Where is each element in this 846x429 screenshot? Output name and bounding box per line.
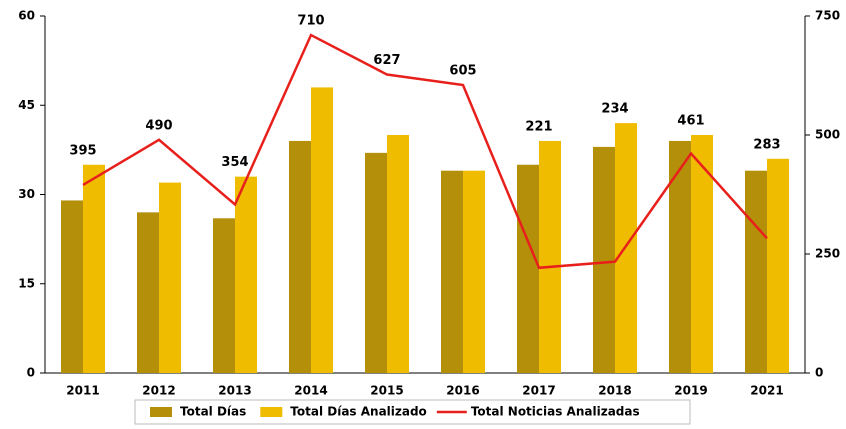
legend-label: Total Días [180, 405, 246, 419]
x-tick-label: 2015 [370, 384, 403, 398]
data-label: 395 [69, 143, 96, 158]
bar [83, 164, 105, 373]
bar [593, 146, 615, 373]
data-label: 461 [677, 114, 704, 129]
y-tick-label: 45 [18, 98, 35, 112]
x-tick-label: 2014 [294, 384, 327, 398]
y-tick-label: 15 [18, 276, 35, 290]
y2-tick-label: 0 [815, 366, 823, 380]
x-tick-label: 2017 [522, 384, 555, 398]
line [82, 33, 768, 270]
data-label: 627 [373, 53, 400, 68]
y-tick-label: 0 [27, 366, 35, 380]
bar [669, 140, 691, 373]
legend-box [134, 399, 691, 425]
data-label: 234 [601, 102, 628, 117]
y2-tick-label: 500 [815, 128, 840, 142]
data-label: 710 [297, 14, 324, 29]
bar [137, 212, 159, 373]
x-tick-label: 2011 [66, 384, 99, 398]
bar [365, 152, 387, 373]
bar [235, 176, 257, 373]
bar [745, 170, 767, 373]
x-tick-label: 2016 [446, 384, 479, 398]
data-label: 354 [221, 155, 248, 170]
x-tick-label: 2019 [674, 384, 707, 398]
x-tick-label: 2013 [218, 384, 251, 398]
y2-tick-label: 250 [815, 247, 840, 261]
x-tick-label: 2012 [142, 384, 175, 398]
data-label: 221 [525, 119, 552, 134]
y2-tick-label: 750 [815, 9, 840, 23]
bar [159, 182, 181, 373]
bar [441, 170, 463, 373]
y-tick-label: 30 [18, 187, 35, 201]
bar [289, 140, 311, 373]
bar [539, 140, 561, 373]
bar [463, 170, 485, 373]
data-label: 490 [145, 118, 172, 133]
bar [767, 158, 789, 373]
legend-label: Total Noticias Analizadas [471, 405, 640, 419]
bar [691, 135, 713, 373]
x-tick-label: 2021 [750, 384, 783, 398]
data-label: 283 [753, 137, 780, 152]
legend-swatch [150, 407, 172, 417]
y-tick-label: 60 [18, 9, 35, 23]
bar [311, 87, 333, 374]
bar [61, 200, 83, 373]
bar [517, 164, 539, 373]
bar [213, 218, 235, 373]
bar [387, 135, 409, 373]
x-tick-label: 2018 [598, 384, 631, 398]
data-label: 605 [449, 64, 476, 79]
legend-label: Total Días Analizado [290, 405, 427, 419]
legend-swatch [260, 407, 283, 417]
